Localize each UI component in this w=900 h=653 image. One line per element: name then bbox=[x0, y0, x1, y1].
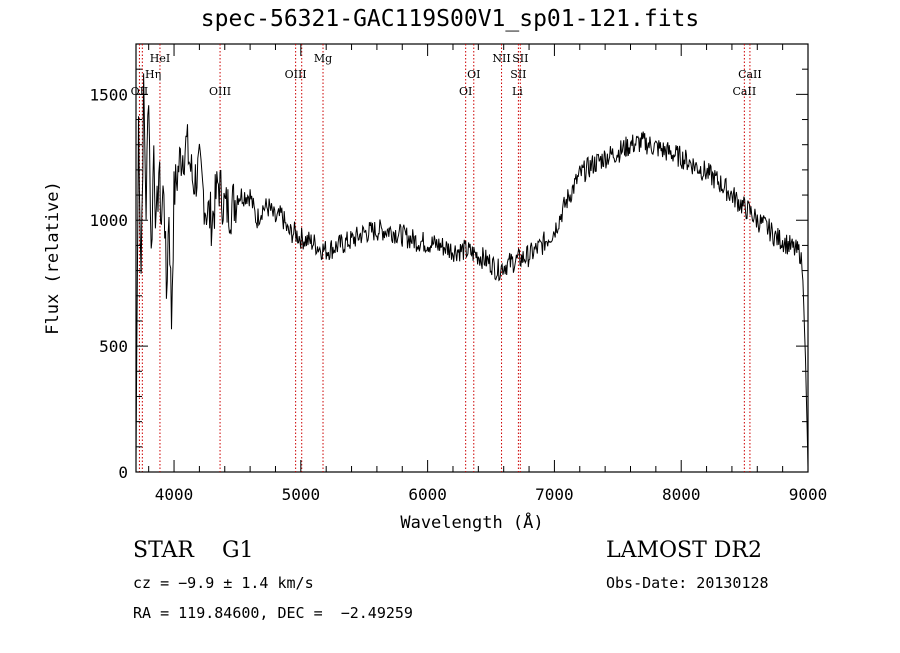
x-axis-label: Wavelength (Å) bbox=[400, 511, 543, 533]
line-label: OI bbox=[459, 85, 472, 98]
x-tick-label: 4000 bbox=[155, 485, 194, 504]
x-tick-label: 7000 bbox=[535, 485, 574, 504]
y-tick-label: 500 bbox=[99, 337, 128, 356]
line-label: CaII bbox=[738, 68, 762, 81]
plot-frame bbox=[135, 43, 809, 473]
object-class: STAR G1 bbox=[133, 538, 254, 563]
y-tick-label: 1000 bbox=[89, 211, 128, 230]
survey-name: LAMOST DR2 bbox=[606, 538, 762, 563]
line-label: CaII bbox=[733, 85, 757, 98]
spectrum-line bbox=[135, 73, 809, 468]
x-tick-label: 6000 bbox=[408, 485, 447, 504]
line-label: OI bbox=[467, 68, 480, 81]
redshift-value: cz = −9.9 ± 1.4 km/s bbox=[133, 574, 314, 592]
line-label: OIII bbox=[285, 68, 307, 81]
line-label: Hη bbox=[145, 68, 161, 81]
chart-title: spec-56321-GAC119S00V1_sp01-121.fits bbox=[200, 6, 700, 32]
x-tick-label: 8000 bbox=[662, 485, 701, 504]
line-label: HeI bbox=[150, 52, 170, 65]
coordinates: RA = 119.84600, DEC = −2.49259 bbox=[133, 604, 413, 622]
line-label: OII bbox=[131, 85, 149, 98]
y-axis-label: Flux (relative) bbox=[43, 181, 63, 335]
line-label: Li bbox=[512, 85, 523, 98]
observation-date: Obs-Date: 20130128 bbox=[606, 574, 769, 592]
x-tick-label: 9000 bbox=[789, 485, 828, 504]
line-label: Mg bbox=[314, 52, 332, 65]
line-label: NII bbox=[492, 52, 510, 65]
line-label: SII bbox=[510, 68, 526, 81]
line-label: SII bbox=[512, 52, 528, 65]
x-tick-label: 5000 bbox=[282, 485, 321, 504]
y-tick-label: 1500 bbox=[89, 85, 128, 104]
line-label: OIII bbox=[209, 85, 231, 98]
y-tick-label: 0 bbox=[118, 463, 128, 482]
